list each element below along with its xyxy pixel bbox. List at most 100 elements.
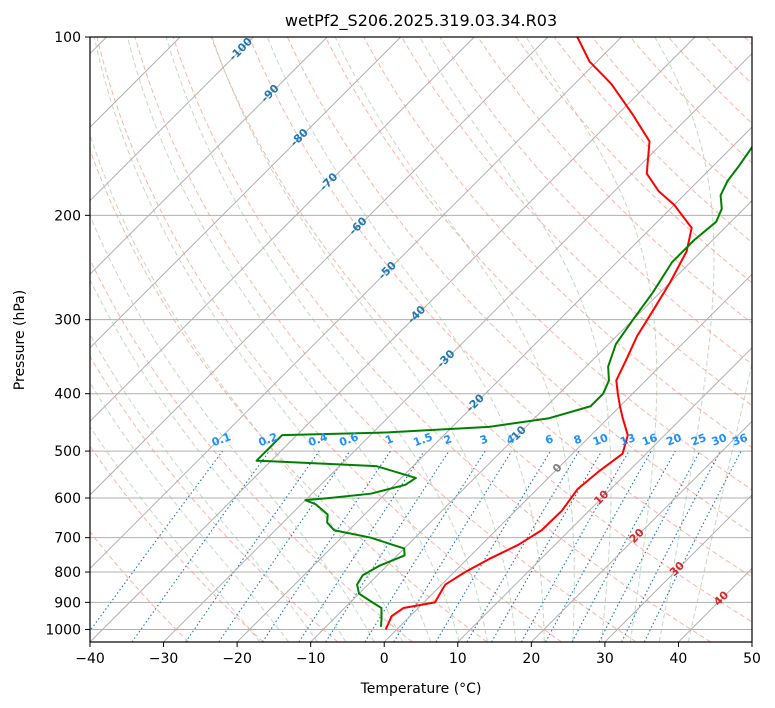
moist-adiabat-line bbox=[165, 37, 488, 642]
y-tick-label: 500 bbox=[54, 444, 81, 460]
mixing-ratio-line bbox=[325, 450, 450, 642]
moist-adiabat-line bbox=[266, 37, 545, 642]
dry-adiabat-line bbox=[515, 37, 752, 284]
mixing-ratio-line bbox=[393, 450, 513, 642]
mixing-ratio-line bbox=[520, 450, 630, 642]
isotherm-line bbox=[310, 199, 752, 642]
dry-adiabat-line bbox=[248, 37, 752, 578]
isotherm-line bbox=[90, 37, 696, 642]
dry-adiabat-line bbox=[477, 37, 752, 324]
dry-adiabat-line bbox=[134, 37, 637, 642]
moist-adiabat-line bbox=[687, 360, 752, 642]
x-tick-label: 50 bbox=[743, 651, 761, 667]
moist-adiabat-line bbox=[93, 37, 432, 642]
mixing-ratio-label: 25 bbox=[689, 431, 708, 448]
mixing-ratio-label: 6 bbox=[543, 432, 555, 447]
isotherm-line bbox=[90, 37, 402, 349]
mixing-ratio-label: 20 bbox=[665, 431, 684, 449]
moist-adiabat-line bbox=[419, 37, 612, 642]
moist-adiabat-line bbox=[126, 37, 460, 642]
isotherm-line bbox=[90, 37, 549, 496]
mixing-ratio-label: 0.1 bbox=[210, 430, 233, 449]
mixing-ratio-line bbox=[185, 450, 320, 642]
moist-adiabats bbox=[90, 37, 752, 642]
y-tick-label: 300 bbox=[54, 313, 81, 329]
moist-adiabat-line bbox=[334, 37, 575, 642]
mixing-ratio-line bbox=[131, 450, 270, 642]
y-tick-label: 800 bbox=[54, 565, 81, 581]
chart-title: wetPf2_S206.2025.319.03.34.R03 bbox=[285, 11, 557, 31]
skewed-isotherms bbox=[90, 37, 752, 642]
y-tick-label: 600 bbox=[54, 491, 81, 507]
dry-adiabat-line bbox=[210, 37, 752, 623]
dry-adiabat-line bbox=[172, 37, 712, 642]
mixing-ratio-label: 1.5 bbox=[412, 430, 435, 449]
mixing-ratio-label: 0.4 bbox=[307, 430, 330, 449]
mixing-ratio-line bbox=[643, 450, 742, 642]
x-tick-label: 40 bbox=[670, 651, 688, 667]
y-tick-label: 200 bbox=[54, 208, 81, 224]
dry-adiabat-line bbox=[90, 148, 488, 642]
mixing-ratio-label: 0.2 bbox=[257, 430, 280, 449]
isotherm-line bbox=[90, 37, 255, 202]
x-tick-label: −40 bbox=[75, 651, 105, 667]
x-tick-label: −20 bbox=[222, 651, 252, 667]
dry-adiabat-line bbox=[90, 531, 190, 642]
mixing-ratio-label: 3 bbox=[478, 432, 490, 447]
dry-adiabat-line bbox=[96, 37, 562, 642]
moist-adiabat-line bbox=[90, 425, 261, 642]
moist-adiabat-line bbox=[525, 37, 658, 642]
isotherm-line bbox=[604, 494, 752, 642]
mixing-ratio-line bbox=[90, 450, 223, 632]
moist-adiabat-line bbox=[654, 37, 715, 642]
dry-adiabat-line bbox=[325, 37, 752, 491]
x-tick-label: 20 bbox=[522, 651, 540, 667]
moist-adiabat-line bbox=[90, 214, 375, 642]
isotherm-line bbox=[90, 37, 328, 275]
isotherm-line bbox=[90, 37, 475, 423]
sounding-profiles bbox=[255, 37, 752, 630]
mixing-ratio-label: 16 bbox=[640, 431, 659, 449]
mixing-ratio-label: 30 bbox=[710, 431, 729, 449]
y-tick-label: 1000 bbox=[45, 622, 81, 638]
axes: −40 −30 −20 −10 0 10 20 30 40 5010020030040050060… bbox=[45, 30, 761, 667]
mixing-ratio-label: 10 bbox=[591, 431, 610, 449]
moist-adiabat-line bbox=[90, 133, 404, 642]
mixing-ratio-line bbox=[218, 450, 351, 642]
plot-frame bbox=[89, 36, 753, 643]
mixing-ratio-label: 8 bbox=[572, 432, 584, 447]
dewpoint-profile-line bbox=[255, 145, 752, 627]
mixing-ratio-label: 2 bbox=[442, 432, 454, 447]
x-tick-label: 0 bbox=[380, 651, 389, 667]
line-labels: -100-90-80-70-60-50-40-30-20-10010203040… bbox=[210, 35, 750, 609]
dry-adiabat-line bbox=[401, 37, 752, 407]
isotherm-line bbox=[236, 126, 752, 642]
x-tick-label: −10 bbox=[296, 651, 326, 667]
y-axis-label: Pressure (hPa) bbox=[12, 290, 28, 390]
mixing-ratio-lines bbox=[90, 450, 742, 642]
temperature-profile-line bbox=[384, 37, 693, 630]
dry-adiabat-line bbox=[90, 355, 339, 642]
y-tick-label: 100 bbox=[54, 30, 81, 46]
x-axis-label: Temperature (°C) bbox=[360, 681, 482, 697]
mixing-ratio-line bbox=[571, 450, 676, 642]
mixing-ratio-line bbox=[298, 450, 425, 642]
moist-adiabat-line bbox=[90, 333, 318, 642]
dry-adiabat-line bbox=[90, 445, 264, 642]
mixing-ratio-line bbox=[545, 450, 652, 642]
isotherm-line bbox=[90, 37, 622, 570]
isotherm-line bbox=[383, 273, 752, 642]
isotherm-line bbox=[530, 420, 752, 642]
isotherm-line bbox=[457, 347, 752, 642]
y-tick-label: 700 bbox=[54, 531, 81, 547]
mixing-ratio-label: 1 bbox=[383, 432, 395, 447]
x-tick-label: 30 bbox=[596, 651, 614, 667]
mixing-ratio-label: 4 bbox=[505, 432, 517, 447]
isotherm-line bbox=[163, 52, 752, 642]
mixing-ratio-label: 36 bbox=[730, 431, 749, 449]
mixing-ratio-label: 13 bbox=[618, 431, 637, 448]
moist-adiabat-line bbox=[211, 37, 517, 642]
moist-adiabat-line bbox=[90, 278, 347, 642]
pressure-gridlines bbox=[90, 37, 752, 630]
